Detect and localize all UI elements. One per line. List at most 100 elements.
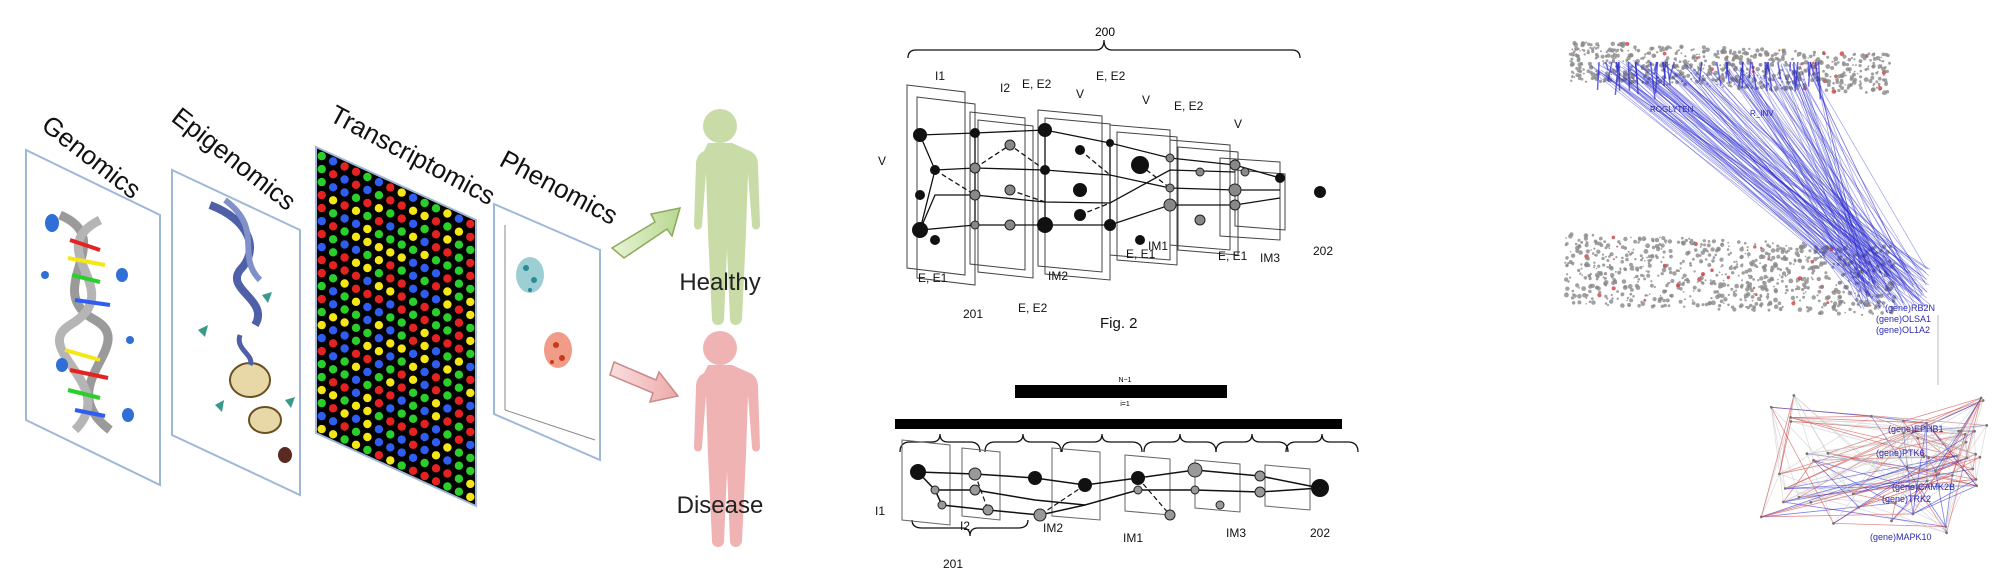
network-node bbox=[1726, 82, 1729, 85]
subnetwork-node bbox=[1911, 512, 1915, 516]
network-node bbox=[1836, 289, 1841, 295]
network-node bbox=[1580, 267, 1583, 270]
network-figure-panel: 200 bbox=[875, 25, 1359, 571]
network-node bbox=[1801, 287, 1805, 292]
network-node bbox=[1745, 67, 1749, 71]
interlayer-edge bbox=[1749, 77, 1880, 290]
network-node bbox=[1594, 77, 1596, 80]
network-node bbox=[1881, 52, 1886, 57]
subnetwork-edge bbox=[1761, 457, 1968, 518]
drip-edge bbox=[1653, 61, 1658, 71]
network-node bbox=[1699, 245, 1702, 248]
array-spot bbox=[363, 224, 372, 234]
network-node bbox=[1589, 272, 1592, 276]
subnetwork-edge bbox=[1761, 513, 1913, 518]
network-node bbox=[1777, 76, 1780, 79]
network-node bbox=[1877, 304, 1881, 309]
network-node bbox=[1801, 265, 1805, 270]
array-spot bbox=[317, 320, 326, 330]
network-node bbox=[1720, 242, 1724, 246]
network-node bbox=[1764, 240, 1767, 243]
network-node bbox=[1732, 292, 1738, 297]
subnetwork-edge bbox=[1793, 395, 1814, 461]
network-node bbox=[1728, 245, 1730, 248]
array-spot bbox=[466, 349, 475, 359]
network-node bbox=[1577, 76, 1582, 81]
interlayer-edge bbox=[1625, 60, 1923, 292]
drip-edge bbox=[1807, 61, 1810, 77]
network-node bbox=[1729, 50, 1732, 54]
array-spot bbox=[351, 336, 361, 345]
array-spot bbox=[443, 482, 452, 491]
network-node bbox=[1703, 64, 1706, 66]
network-node bbox=[1610, 41, 1615, 46]
subnetwork-edge bbox=[1853, 493, 1896, 504]
network-node bbox=[1588, 289, 1592, 294]
formula-top: N−1 bbox=[1118, 377, 1131, 384]
network-node bbox=[1602, 263, 1606, 267]
network-node bbox=[1688, 237, 1691, 240]
network-node bbox=[1623, 72, 1628, 78]
network-node bbox=[1577, 238, 1581, 242]
network-node bbox=[1605, 71, 1609, 76]
subnetwork-edge bbox=[1806, 453, 1924, 458]
array-spot bbox=[374, 451, 384, 460]
network-node bbox=[1569, 60, 1571, 62]
network-node bbox=[1684, 55, 1687, 58]
network-node bbox=[1714, 63, 1717, 66]
array-spot bbox=[420, 276, 429, 286]
network-node bbox=[1711, 259, 1715, 263]
network-node bbox=[1600, 54, 1605, 59]
network-node bbox=[1663, 289, 1667, 293]
network-node bbox=[1799, 71, 1804, 76]
network-node bbox=[1789, 247, 1793, 251]
array-spot bbox=[431, 373, 441, 382]
network-node bbox=[1788, 261, 1792, 265]
network-node bbox=[1774, 56, 1779, 61]
network-node bbox=[1812, 50, 1817, 55]
array-spot bbox=[431, 217, 441, 226]
network-node bbox=[1585, 257, 1589, 261]
network-node bbox=[1759, 285, 1764, 289]
network-node bbox=[1705, 47, 1710, 53]
network-node bbox=[1810, 259, 1815, 264]
array-spot bbox=[408, 232, 418, 241]
array-spot bbox=[431, 360, 441, 369]
array-spot bbox=[317, 190, 326, 200]
network-node bbox=[1875, 294, 1880, 299]
network-node bbox=[1591, 49, 1595, 54]
network-node bbox=[1673, 73, 1678, 78]
interlayer-edge bbox=[1747, 71, 1871, 296]
network-node bbox=[1762, 265, 1767, 270]
interlayer-edge bbox=[1710, 70, 1925, 308]
array-spot bbox=[317, 281, 326, 291]
array-spot bbox=[351, 440, 361, 449]
network-node bbox=[1577, 300, 1582, 305]
network-node bbox=[1824, 249, 1828, 253]
interlayer-edge bbox=[1625, 62, 1874, 290]
network-node bbox=[1847, 57, 1852, 62]
network-node bbox=[1766, 276, 1769, 279]
array-spot bbox=[397, 435, 406, 444]
network-node bbox=[1686, 250, 1691, 255]
network-node bbox=[1648, 293, 1651, 295]
network-node bbox=[1718, 284, 1722, 289]
network-node bbox=[1681, 259, 1685, 263]
interlayer-edge bbox=[1645, 65, 1864, 270]
network-node bbox=[1571, 76, 1574, 79]
network-node bbox=[1859, 75, 1863, 79]
interlayer-edge bbox=[1728, 74, 1880, 292]
network-node bbox=[1676, 240, 1681, 244]
network-node bbox=[1665, 298, 1670, 303]
interlayer-edge bbox=[1760, 77, 1862, 309]
interlayer-edge bbox=[1649, 69, 1898, 280]
network-node bbox=[1759, 295, 1763, 298]
network-node bbox=[1833, 60, 1836, 62]
interlayer-edge bbox=[1673, 78, 1868, 294]
array-spot bbox=[386, 378, 395, 387]
network-node bbox=[1821, 79, 1825, 82]
network-node bbox=[1605, 50, 1608, 54]
array-spot bbox=[363, 276, 372, 286]
network-node bbox=[1802, 295, 1806, 299]
network-node bbox=[1595, 277, 1599, 281]
